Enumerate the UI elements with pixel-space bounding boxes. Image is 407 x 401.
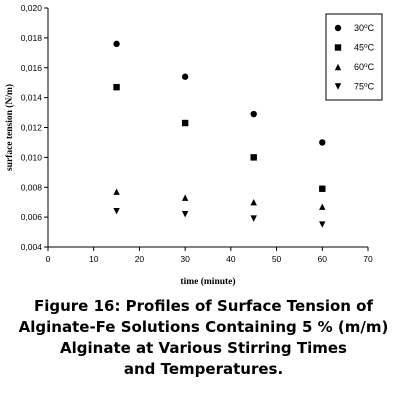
y-tick-label: 0,020	[21, 3, 43, 13]
legend-label: 45oC	[354, 43, 375, 53]
y-tick-label: 0,014	[21, 93, 43, 103]
y-tick-label: 0,010	[21, 152, 43, 162]
legend-label: 60oC	[354, 62, 375, 72]
y-tick-label: 0,006	[21, 212, 43, 222]
legend-marker	[334, 83, 342, 90]
caption-line: and Temperatures.	[123, 360, 284, 378]
y-axis-title: surface tension (N/m)	[4, 84, 15, 171]
x-tick-label: 70	[363, 254, 373, 264]
x-tick-label: 0	[46, 254, 51, 264]
data-point	[319, 203, 326, 210]
x-tick-label: 20	[135, 254, 145, 264]
data-point	[250, 110, 257, 118]
data-point	[113, 40, 120, 48]
x-tick-label: 10	[89, 254, 99, 264]
y-tick-label: 0,012	[21, 123, 43, 133]
y-axis-ticks: 0,004 0,006 0,008 0,010 0,012 0,014 0,016 0,018…	[21, 3, 48, 252]
legend-box	[325, 13, 383, 101]
data-point	[181, 194, 189, 201]
x-axis-title: time (minute)	[180, 276, 235, 287]
legend-marker	[334, 44, 342, 51]
x-tick-label: 50	[272, 254, 282, 264]
data-point	[250, 154, 257, 161]
caption-line: Alginate-Fe Solutions Containing 5 % (m/…	[18, 318, 389, 336]
y-tick-label: 0,004	[21, 242, 43, 252]
y-tick-label: 0,016	[21, 63, 43, 73]
legend: 30oC 45oC 60oC 75oC	[325, 13, 383, 101]
data-point	[113, 188, 120, 195]
data-point	[319, 185, 326, 192]
data-point	[181, 119, 189, 127]
y-tick-label: 0,008	[21, 182, 43, 192]
scatter-chart: 0,004 0,006 0,008 0,010 0,012 0,014 0,016 0,018…	[4, 3, 383, 287]
data-points	[113, 40, 326, 228]
data-point	[250, 198, 257, 206]
data-point	[319, 139, 326, 146]
legend-label: 75oC	[354, 82, 375, 92]
x-tick-label: 30	[180, 254, 190, 264]
data-point	[181, 210, 189, 218]
legend-marker	[334, 24, 342, 32]
legend-label: 30oC	[354, 23, 375, 33]
data-point	[113, 207, 120, 215]
caption-line: Figure 16: Profiles of Surface Tension o…	[33, 297, 374, 315]
figure-caption: Figure 16: Profiles of Surface Tension o…	[0, 296, 407, 380]
y-tick-label: 0,018	[21, 33, 43, 43]
data-point	[250, 215, 257, 222]
x-tick-label: 40	[226, 254, 236, 264]
legend-marker	[334, 63, 342, 71]
x-axis-ticks: 0 10 20 30 40 50 60 70	[46, 247, 373, 264]
data-point	[319, 221, 326, 228]
x-tick-label: 60	[318, 254, 328, 264]
caption-line: Alginate at Various Stirring Times	[60, 339, 347, 357]
data-point	[181, 73, 189, 80]
data-point	[113, 83, 120, 91]
